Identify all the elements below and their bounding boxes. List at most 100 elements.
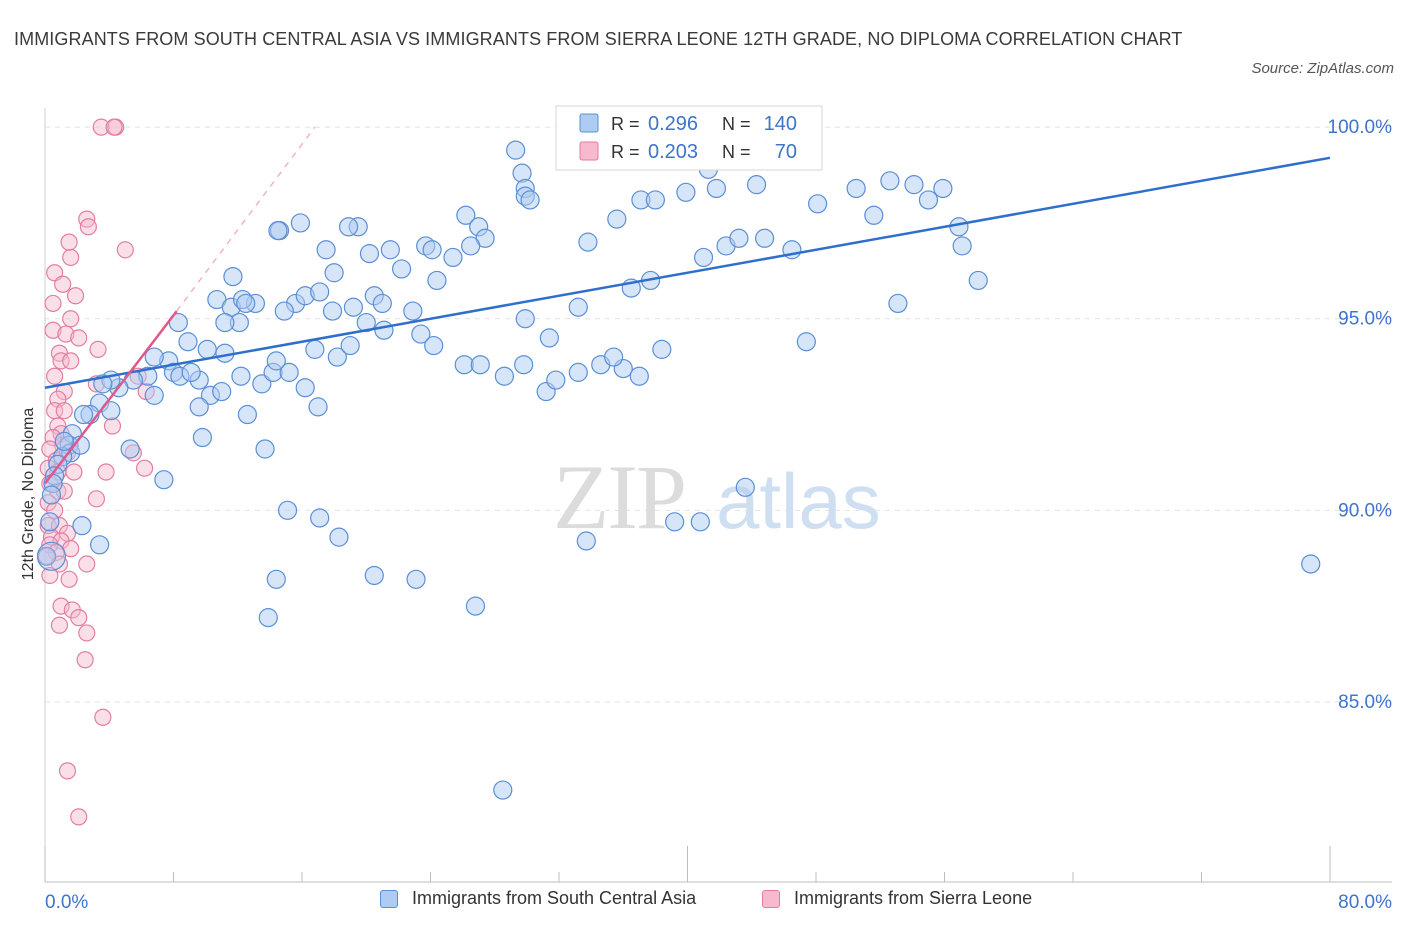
south-central-asia-point-101 [515,309,535,329]
sierra-leone-point-20 [46,367,64,385]
south-central-asia-point-143 [258,608,278,628]
sierra-leone-point-56 [52,597,70,615]
south-central-asia-point-29 [372,293,392,314]
south-central-asia-point-125 [120,439,140,459]
south-central-asia-point-97 [629,366,649,386]
sierra-leone-point-53 [78,555,96,573]
south-central-asia-point-14 [316,240,336,260]
y-tick-label-1: 95.0% [1338,309,1392,330]
sierra-leone-point-14 [57,325,75,343]
south-central-asia-point-131 [754,228,775,248]
sierra-leone-point-10 [66,287,85,305]
watermark-atlas: atlas [716,457,881,545]
south-central-asia-point-60 [40,512,60,532]
trend-lines [44,126,1331,485]
legend-box: R = 0.296 N = 140 R = 0.203 N = 70 [555,105,823,171]
south-central-asia-point-100 [539,328,559,348]
sierra-leone-point-5 [62,248,80,267]
south-central-asia-point-134 [607,209,627,229]
sierra-leone-point-7 [116,241,134,259]
legend-label-south-central-asia: Immigrants from South Central Asia [412,888,697,908]
south-central-asia-point-5 [456,205,476,225]
south-central-asia-point-71 [181,362,201,382]
south-central-asia-point-78 [295,378,315,398]
south-central-asia-point-69 [237,404,257,425]
sierra-leone-point-59 [50,616,69,634]
sierra-leone-point-68 [103,417,122,435]
south-central-asia-point-146 [493,780,513,800]
south-central-asia-point-31 [427,270,447,291]
south-central-asia-point-139 [310,508,330,528]
south-central-asia-point-26 [322,301,343,321]
south-central-asia-point-132 [706,178,727,199]
south-central-asia-point-116 [952,236,972,256]
south-central-asia-point-148 [690,512,710,532]
south-central-asia-point-122 [154,470,174,490]
south-central-asia-point-114 [918,190,939,210]
sierra-leone-point-6 [60,233,78,251]
south-central-asia-point-77 [279,362,299,382]
south-central-asia-point-62 [90,535,110,555]
trend-line-south-central-asia [44,156,1331,389]
sierra-leone-point-12 [62,310,80,328]
south-central-asia-point-127 [54,431,74,451]
legend-swatch-pink [579,141,599,161]
south-central-asia-point-93 [546,370,566,390]
sierra-leone-point-36 [97,463,115,481]
south-central-asia-point-99 [652,339,672,359]
south-central-asia-point-87 [424,335,444,356]
south-central-asia-point-98 [604,347,624,367]
south-central-asia-point-120 [192,427,213,448]
south-central-asia-point-144 [465,596,486,616]
south-central-asia-point-137 [645,190,665,210]
sierra-leone-point-61 [76,651,94,669]
watermark: ZIP atlas [553,446,881,548]
south-central-asia-point-0 [506,140,526,160]
south-central-asia-point-74 [231,366,251,386]
sierra-leone-point-35 [65,463,83,481]
south-central-asia-point-8 [461,236,481,256]
south-central-asia-point-72 [197,339,217,359]
sierra-leone-point-64 [70,808,88,826]
south-central-asia-point-33 [391,259,412,279]
south-central-asia-point-102 [568,297,588,317]
south-central-asia-point-145 [406,569,426,589]
y-tick-label-2: 90.0% [1338,500,1392,521]
legend-swatch-sierra-leone [762,889,780,908]
south-central-asia-point-41 [178,332,198,352]
sierra-leone-point-4 [79,218,97,236]
south-central-asia-point-117 [968,270,988,291]
south-central-asia-point-19 [223,266,243,287]
legend-n-label-blue: N = [722,114,751,134]
sierra-leone-point-60 [78,624,96,642]
south-central-asia-point-86 [411,324,431,344]
sierra-leone-point-13 [44,321,62,339]
south-central-asia-point-124 [144,385,164,405]
y-tick-label-3: 85.0% [1338,692,1392,713]
south-central-asia-point-89 [470,355,490,375]
south-central-asia-point-111 [880,171,900,191]
south-central-asia-point-13 [338,217,359,237]
legend-r-value-blue: 0.296 [648,113,698,135]
south-central-asia-point-147 [665,512,685,532]
south-central-asia-point-130 [746,175,767,195]
sierra-leone-point-62 [94,708,112,726]
south-central-asia-point-88 [454,355,474,375]
south-central-asia-point-70 [189,397,209,417]
south-central-asia-point-119 [796,332,816,352]
legend-item-sierra-leone[interactable]: Immigrants from Sierra Leone [762,888,1032,909]
sierra-leone-point-19 [89,340,107,358]
south-central-asia-point-112 [904,175,924,195]
south-central-asia-point-150 [1301,554,1321,574]
south-central-asia-point-84 [356,312,376,333]
south-central-asia-point-79 [308,397,328,417]
legend-item-south-central-asia[interactable]: Immigrants from South Central Asia [380,888,696,909]
trend-line-sierra-leone [44,310,178,485]
south-central-asia-point-108 [808,194,828,214]
south-central-asia-point-39 [215,312,235,333]
sierra-leone-point-17 [52,352,70,370]
south-central-asia-point-34 [359,244,380,264]
south-central-asia-point-18 [324,263,344,283]
south-central-asia-point-105 [693,247,714,268]
